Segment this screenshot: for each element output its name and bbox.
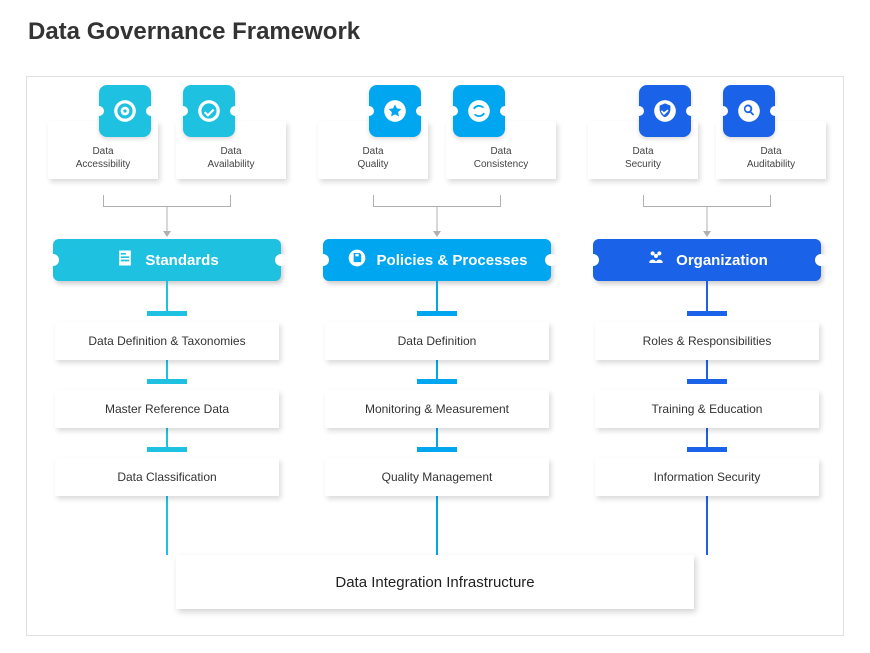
people-icon <box>646 248 666 272</box>
item-card-label: Quality Management <box>382 470 493 484</box>
connector-line <box>166 360 168 379</box>
item-card: Data Definition & Taxonomies <box>55 322 279 360</box>
pillar-label: Organization <box>676 252 768 269</box>
accent-bar <box>417 379 457 384</box>
connector-vertical <box>437 207 438 231</box>
checklist-icon <box>115 248 135 272</box>
mini-card-line2: Availability <box>207 159 254 172</box>
accent-bar <box>147 379 187 384</box>
connector-horizontal <box>643 195 771 207</box>
item-card: Quality Management <box>325 458 549 496</box>
connector-line <box>436 360 438 379</box>
item-card: Data Classification <box>55 458 279 496</box>
connector-line <box>166 281 168 311</box>
mini-card-line2: Security <box>625 159 661 172</box>
pillar: Standards <box>53 239 281 281</box>
connector-line <box>706 281 708 311</box>
item-card-label: Data Classification <box>117 470 216 484</box>
connector-line <box>166 428 168 447</box>
arrowhead-icon <box>703 231 711 237</box>
item-card-label: Data Definition & Taxonomies <box>88 334 245 348</box>
connector-vertical <box>167 207 168 231</box>
mini-card-line1: Data <box>760 146 781 159</box>
shield-check-icon <box>639 85 691 137</box>
footer-card: Data Integration Infrastructure <box>176 555 694 609</box>
connector-vertical <box>707 207 708 231</box>
check-circle-icon <box>183 85 235 137</box>
item-card-label: Information Security <box>654 470 761 484</box>
target-icon <box>99 85 151 137</box>
accent-bar <box>417 447 457 452</box>
mini-card-line2: Accessibility <box>76 159 130 172</box>
mini-card-line1: Data <box>220 146 241 159</box>
accent-bar <box>147 447 187 452</box>
connector-line <box>166 496 168 555</box>
mini-card-line1: Data <box>490 146 511 159</box>
sync-icon <box>453 85 505 137</box>
item-card-label: Monitoring & Measurement <box>365 402 509 416</box>
accent-bar <box>417 311 457 316</box>
arrowhead-icon <box>163 231 171 237</box>
connector-horizontal <box>373 195 501 207</box>
mini-card-line1: Data <box>632 146 653 159</box>
item-card: Roles & Responsibilities <box>595 322 819 360</box>
item-card-label: Master Reference Data <box>105 402 229 416</box>
icons-row <box>581 85 833 137</box>
accent-bar <box>687 311 727 316</box>
magnifier-icon <box>723 85 775 137</box>
mini-card-line2: Auditability <box>747 159 795 172</box>
arrowhead-icon <box>433 231 441 237</box>
item-card: Information Security <box>595 458 819 496</box>
connector-line <box>706 496 708 555</box>
item-card: Training & Education <box>595 390 819 428</box>
save-badge-icon <box>347 248 367 272</box>
connector-horizontal <box>103 195 231 207</box>
pillar: Policies & Processes <box>323 239 551 281</box>
item-card: Data Definition <box>325 322 549 360</box>
mini-card-line2: Consistency <box>474 159 528 172</box>
item-card: Master Reference Data <box>55 390 279 428</box>
item-card-label: Roles & Responsibilities <box>643 334 772 348</box>
diagram-frame: DataAccessibilityDataAvailabilityStandar… <box>26 76 844 636</box>
mini-card-line2: Quality <box>357 159 388 172</box>
mini-card-line1: Data <box>92 146 113 159</box>
connector-line <box>436 281 438 311</box>
connector-line <box>706 360 708 379</box>
accent-bar <box>687 379 727 384</box>
accent-bar <box>147 311 187 316</box>
star-badge-icon <box>369 85 421 137</box>
page-title: Data Governance Framework <box>0 0 870 46</box>
item-card-label: Training & Education <box>652 402 763 416</box>
pillar: Organization <box>593 239 821 281</box>
pillar-label: Policies & Processes <box>377 252 528 269</box>
icons-row <box>41 85 293 137</box>
item-card: Monitoring & Measurement <box>325 390 549 428</box>
item-card-label: Data Definition <box>398 334 477 348</box>
connector-line <box>436 496 438 555</box>
mini-card-line1: Data <box>362 146 383 159</box>
connector-line <box>706 428 708 447</box>
pillar-label: Standards <box>145 252 218 269</box>
connector-line <box>436 428 438 447</box>
icons-row <box>311 85 563 137</box>
accent-bar <box>687 447 727 452</box>
